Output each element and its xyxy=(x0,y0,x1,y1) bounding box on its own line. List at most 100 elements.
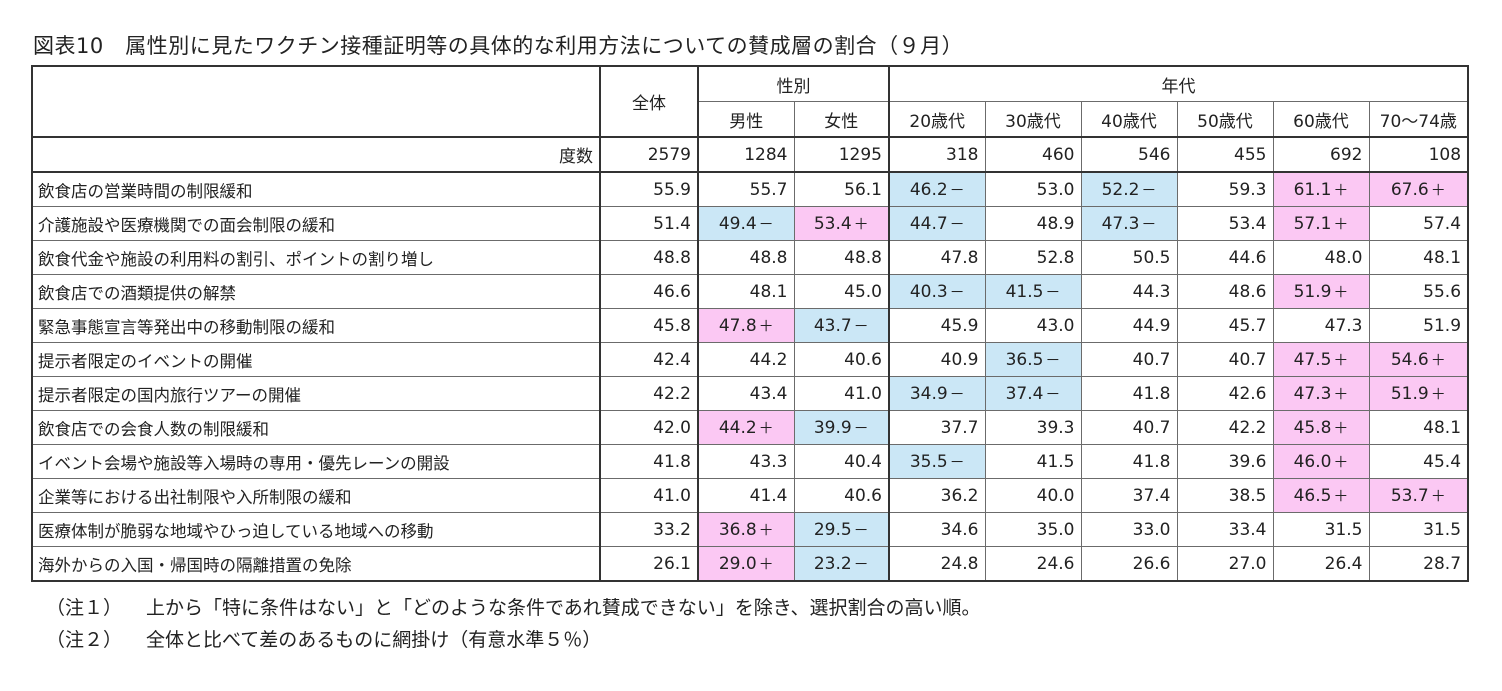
note-2-text: 全体と比べて差のあるものに網掛け（有意水準５％） xyxy=(146,629,602,651)
cell-value: 31.5 xyxy=(1423,519,1462,540)
cell-value: 40.0 xyxy=(1036,485,1075,506)
cell-value: 37.7 xyxy=(940,417,979,438)
cell-value: 51.9 xyxy=(1390,384,1429,404)
count-value: 460 xyxy=(984,136,1082,173)
value-cell: 29.0 ＋ xyxy=(697,546,795,582)
value-cell: 43.3 xyxy=(697,444,795,479)
header-column: 70～74歳 xyxy=(1368,101,1469,138)
cell-value: 34.9 xyxy=(909,384,948,404)
value-cell: 40.4 xyxy=(793,444,890,479)
cell-value: 42.4 xyxy=(653,349,691,370)
cell-value: 53.4 xyxy=(1228,213,1267,234)
value-cell: 44.9 xyxy=(1080,308,1178,343)
cell-value: 48.0 xyxy=(1324,247,1363,268)
cell-value: 29.0 xyxy=(718,554,757,574)
cell-value: 43.0 xyxy=(1036,315,1075,336)
value-cell: 37.4 － xyxy=(984,376,1082,411)
significance-mark: ＋ xyxy=(758,555,774,573)
significance-mark: ＋ xyxy=(1430,181,1446,199)
value-cell: 45.8 xyxy=(599,308,699,343)
value-cell: 36.5 － xyxy=(984,342,1082,377)
significance-mark: ＋ xyxy=(1430,385,1446,403)
cell-value: 48.1 xyxy=(1423,417,1462,438)
value-cell: 41.8 xyxy=(1080,376,1178,411)
cell-value: 43.4 xyxy=(749,383,788,404)
cell-value: 47.3 xyxy=(1101,214,1140,234)
value-cell: 47.3 － xyxy=(1080,206,1178,241)
note-1: （注１） 上から「特に条件はない」と「どのような条件であれ賛成できない」を除き、選… xyxy=(46,592,980,624)
value-cell: 57.4 xyxy=(1368,206,1469,241)
significance-mark: － xyxy=(1141,215,1157,233)
value-cell: 48.6 xyxy=(1176,274,1274,309)
cell-value: 43.7 xyxy=(813,316,852,336)
value-cell: 39.3 xyxy=(984,410,1082,445)
significance-mark: － xyxy=(949,181,965,199)
value-cell: 45.4 xyxy=(1368,444,1469,479)
cell-value: 23.2 xyxy=(813,554,852,574)
row-label: 医療体制が脆弱な地域やひっ迫している地域への移動 xyxy=(31,512,601,547)
value-cell: 53.4 ＋ xyxy=(793,206,890,241)
significance-mark: ＋ xyxy=(1333,385,1349,403)
notes: （注１） 上から「特に条件はない」と「どのような条件であれ賛成できない」を除き、選… xyxy=(46,592,980,656)
value-cell: 45.8 ＋ xyxy=(1272,410,1370,445)
value-cell: 34.6 xyxy=(888,512,986,547)
cell-value: 33.2 xyxy=(653,519,691,540)
significance-mark: ＋ xyxy=(853,215,869,233)
value-cell: 47.5 ＋ xyxy=(1272,342,1370,377)
cell-value: 43.3 xyxy=(749,451,788,472)
row-label: 緊急事態宣言等発出中の移動制限の緩和 xyxy=(31,308,601,343)
cell-value: 41.5 xyxy=(1036,451,1075,472)
value-cell: 33.2 xyxy=(599,512,699,547)
value-cell: 51.4 xyxy=(599,206,699,241)
cell-value: 45.4 xyxy=(1423,451,1462,472)
row-label: 飲食代金や施設の利用料の割引、ポイントの割り増し xyxy=(31,240,601,275)
cell-value: 44.2 xyxy=(749,349,788,370)
row-label: 提示者限定のイベントの開催 xyxy=(31,342,601,377)
row-label: 企業等における出社制限や入所制限の緩和 xyxy=(31,478,601,513)
cell-value: 47.5 xyxy=(1293,350,1332,370)
cell-value: 57.4 xyxy=(1423,213,1462,234)
cell-value: 51.9 xyxy=(1293,282,1332,302)
cell-value: 40.7 xyxy=(1132,349,1171,370)
value-cell: 51.9 ＋ xyxy=(1368,376,1469,411)
value-cell: 67.6 ＋ xyxy=(1368,171,1469,207)
cell-value: 41.0 xyxy=(844,383,882,404)
value-cell: 48.8 xyxy=(793,240,890,275)
cell-value: 39.6 xyxy=(1228,451,1267,472)
significance-mark: － xyxy=(853,555,869,573)
value-cell: 44.7 － xyxy=(888,206,986,241)
cell-value: 48.1 xyxy=(1423,247,1462,268)
count-value: 692 xyxy=(1272,136,1370,173)
cell-value: 36.2 xyxy=(940,485,979,506)
cell-value: 36.5 xyxy=(1005,350,1044,370)
value-cell: 44.3 xyxy=(1080,274,1178,309)
header-column: 20歳代 xyxy=(888,101,986,138)
cell-value: 41.4 xyxy=(749,485,788,506)
value-cell: 41.0 xyxy=(793,376,890,411)
significance-mark: ＋ xyxy=(1430,351,1446,369)
table-row: イベント会場や施設等入場時の専用・優先レーンの開設 41.8 43.3 40.4 35.… xyxy=(31,444,1469,479)
value-cell: 39.9 － xyxy=(793,410,890,445)
count-label: 度数 xyxy=(31,136,601,173)
value-cell: 40.7 xyxy=(1080,342,1178,377)
cell-value: 40.3 xyxy=(909,282,948,302)
cell-value: 48.1 xyxy=(749,281,788,302)
value-cell: 28.7 xyxy=(1368,546,1469,582)
cell-value: 53.4 xyxy=(813,214,852,234)
cell-value: 42.6 xyxy=(1228,383,1267,404)
table-row: 医療体制が脆弱な地域やひっ迫している地域への移動 33.2 36.8 ＋ 29.5 － 34… xyxy=(31,512,1469,547)
value-cell: 26.1 xyxy=(599,546,699,582)
cell-value: 44.3 xyxy=(1132,281,1171,302)
significance-mark: ＋ xyxy=(758,317,774,335)
header-column: 40歳代 xyxy=(1080,101,1178,138)
cell-value: 45.9 xyxy=(940,315,979,336)
header-column: 50歳代 xyxy=(1176,101,1274,138)
value-cell: 37.4 xyxy=(1080,478,1178,513)
cell-value: 45.0 xyxy=(844,281,882,302)
value-cell: 42.2 xyxy=(1176,410,1274,445)
value-cell: 38.5 xyxy=(1176,478,1274,513)
value-cell: 46.6 xyxy=(599,274,699,309)
significance-mark: － xyxy=(1045,385,1061,403)
table-row: 緊急事態宣言等発出中の移動制限の緩和 45.8 47.8 ＋ 43.7 － 45.9 43.0… xyxy=(31,308,1469,343)
value-cell: 41.8 xyxy=(599,444,699,479)
